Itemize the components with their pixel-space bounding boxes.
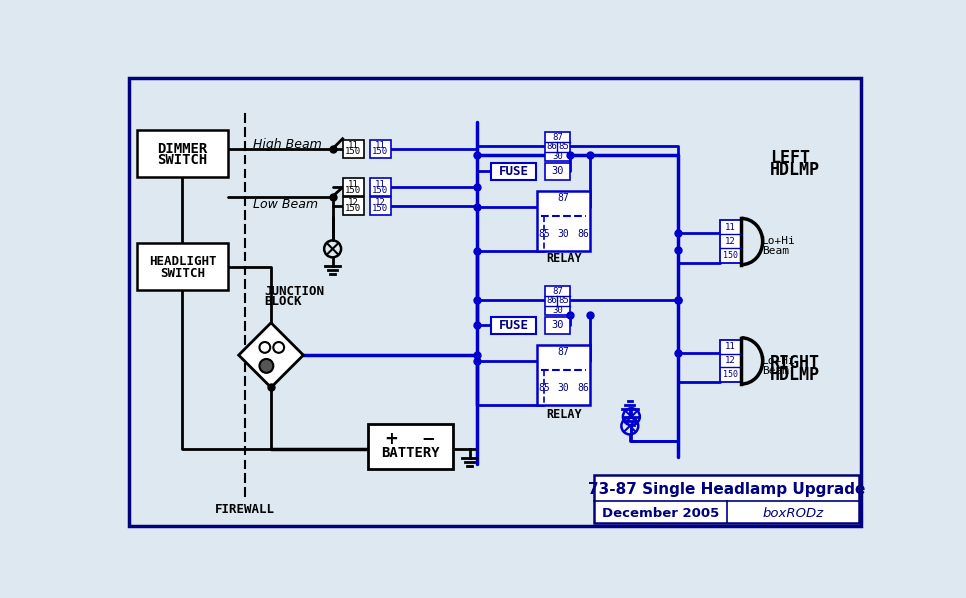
Bar: [545, 286, 570, 315]
Text: 30: 30: [557, 383, 570, 393]
Text: 30: 30: [552, 166, 564, 176]
Text: HDLMP: HDLMP: [770, 366, 820, 384]
Text: 150: 150: [345, 186, 361, 195]
Bar: [137, 243, 228, 291]
Bar: [545, 163, 570, 179]
Text: 11: 11: [725, 342, 736, 351]
Bar: [537, 345, 590, 405]
Text: 87: 87: [553, 286, 563, 295]
Text: 30: 30: [552, 320, 564, 330]
Text: 150: 150: [345, 147, 361, 156]
Text: 86: 86: [577, 383, 588, 393]
Bar: [545, 132, 570, 161]
Text: BATTERY: BATTERY: [381, 446, 440, 460]
Bar: [594, 475, 860, 523]
Text: LEFT: LEFT: [770, 149, 810, 167]
Text: SWITCH: SWITCH: [157, 153, 208, 167]
Text: 150: 150: [372, 186, 388, 195]
Text: December 2005: December 2005: [602, 507, 720, 520]
Text: 150: 150: [724, 370, 738, 379]
Text: FUSE: FUSE: [498, 164, 528, 178]
Bar: [343, 178, 364, 197]
Bar: [343, 139, 364, 158]
Text: 12: 12: [725, 356, 736, 365]
Text: 87: 87: [553, 133, 563, 142]
Bar: [370, 139, 391, 158]
Text: Beam: Beam: [762, 246, 789, 256]
Text: Beam: Beam: [762, 365, 789, 376]
Text: HEADLIGHT: HEADLIGHT: [149, 255, 216, 269]
Text: HDLMP: HDLMP: [770, 161, 820, 179]
Text: 150: 150: [345, 205, 361, 213]
Text: 11: 11: [725, 223, 736, 232]
Bar: [492, 316, 536, 334]
Text: DIMMER: DIMMER: [157, 142, 208, 155]
Text: 11: 11: [348, 141, 358, 150]
Text: 30: 30: [553, 306, 563, 315]
Text: FIREWALL: FIREWALL: [214, 503, 274, 515]
Text: SWITCH: SWITCH: [160, 267, 205, 280]
Bar: [370, 197, 391, 215]
Text: 87: 87: [557, 193, 570, 203]
Text: Lo+Hi: Lo+Hi: [762, 236, 796, 246]
Text: 12: 12: [348, 198, 358, 207]
Text: 86: 86: [577, 230, 588, 239]
Bar: [720, 340, 742, 382]
Circle shape: [260, 359, 273, 373]
Bar: [368, 425, 453, 469]
Text: 150: 150: [724, 251, 738, 260]
Bar: [370, 178, 391, 197]
Text: 150: 150: [372, 205, 388, 213]
Text: 87: 87: [557, 347, 570, 357]
Text: JUNCTION: JUNCTION: [264, 285, 324, 298]
Text: FUSE: FUSE: [498, 319, 528, 331]
Text: 30: 30: [553, 152, 563, 161]
Polygon shape: [239, 323, 303, 388]
Text: Low Beam: Low Beam: [252, 199, 318, 212]
Bar: [545, 316, 570, 334]
Text: RIGHT: RIGHT: [770, 354, 820, 372]
Text: 85: 85: [558, 297, 569, 306]
Text: 85: 85: [538, 230, 551, 239]
Bar: [537, 191, 590, 251]
Text: 86: 86: [546, 142, 556, 151]
Text: 12: 12: [375, 198, 385, 207]
Text: 12: 12: [725, 237, 736, 246]
Text: BLOCK: BLOCK: [264, 295, 301, 308]
Bar: [137, 130, 228, 177]
Text: 86: 86: [546, 297, 556, 306]
Text: boxRODz: boxRODz: [762, 507, 824, 520]
Bar: [343, 197, 364, 215]
Text: 85: 85: [538, 383, 551, 393]
Text: 150: 150: [372, 147, 388, 156]
Text: Lo+Hi: Lo+Hi: [762, 355, 796, 365]
Text: 85: 85: [558, 142, 569, 151]
Text: High Beam: High Beam: [252, 138, 322, 151]
Text: +    −: + −: [385, 430, 436, 448]
Text: 30: 30: [557, 230, 570, 239]
Text: RELAY: RELAY: [546, 408, 582, 421]
Text: 11: 11: [375, 141, 385, 150]
Text: 73-87 Single Headlamp Upgrade: 73-87 Single Headlamp Upgrade: [588, 481, 866, 496]
Text: 11: 11: [375, 179, 385, 189]
Bar: [720, 221, 742, 263]
Text: RELAY: RELAY: [546, 252, 582, 264]
Text: 11: 11: [348, 179, 358, 189]
Bar: [492, 163, 536, 179]
